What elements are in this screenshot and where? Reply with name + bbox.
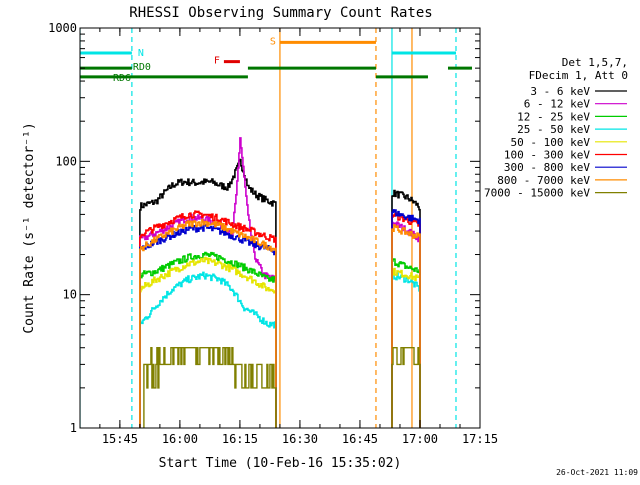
legend-label: 50 - 100 keV: [511, 136, 591, 149]
legend-header-line-1: Det 1,5,7,: [562, 56, 628, 69]
legend-label: 100 - 300 keV: [504, 149, 590, 162]
y-tick-label: 100: [55, 154, 77, 168]
flag-label-f: F: [214, 56, 220, 67]
legend-label: 25 - 50 keV: [517, 123, 590, 136]
legend-label: 3 - 6 keV: [530, 85, 590, 98]
x-tick-label: 17:15: [462, 432, 498, 446]
series-line-100-300-keV-seg-0: [139, 210, 277, 428]
series-line-100-300-keV-seg-1: [391, 212, 421, 428]
legend-label: 12 - 25 keV: [517, 110, 590, 123]
series-line-25-50-keV-seg-1: [391, 271, 421, 428]
legend-label: 6 - 12 keV: [524, 98, 591, 111]
series-line-6-12-keV-seg-1: [391, 221, 421, 428]
series-line-800-7000-keV-seg-0: [139, 219, 277, 428]
series-line-3-6-keV-seg-0: [139, 158, 277, 428]
flag-label-rd6: RD6: [113, 73, 131, 84]
timestamp: 26-Oct-2021 11:09: [556, 468, 638, 477]
series-line-50-100-keV-seg-1: [391, 267, 421, 428]
y-tick-label: 1000: [48, 21, 77, 35]
x-tick-label: 16:15: [222, 432, 258, 446]
y-axis-label: Count Rate (s⁻¹ detector⁻¹): [22, 122, 37, 333]
y-tick-label: 1: [70, 421, 77, 435]
legend-label: 7000 - 15000 keV: [484, 187, 590, 200]
series-line-7000-15000-keV-seg-1: [391, 347, 421, 428]
series-line-300-800-keV-seg-0: [139, 223, 277, 428]
legend-label: 300 - 800 keV: [504, 161, 590, 174]
flag-label-rd0: RD0: [133, 62, 151, 73]
x-tick-label: 16:00: [162, 432, 198, 446]
series-line-25-50-keV-seg-0: [139, 271, 277, 428]
flag-label-s: S: [270, 36, 276, 47]
legend-header-line-2: FDecim 1, Att 0: [529, 69, 628, 82]
series-line-3-6-keV-seg-1: [391, 189, 421, 428]
series-line-12-25-keV-seg-1: [391, 258, 421, 428]
x-tick-label: 15:45: [102, 432, 138, 446]
series-line-12-25-keV-seg-0: [139, 251, 277, 428]
legend-label: 800 - 7000 keV: [497, 174, 590, 187]
y-tick-label: 10: [63, 288, 77, 302]
x-tick-label: 16:30: [282, 432, 318, 446]
x-axis-label: Start Time (10-Feb-16 15:35:02): [159, 456, 402, 471]
series-line-800-7000-keV-seg-1: [391, 224, 421, 428]
series-line-50-100-keV-seg-0: [139, 256, 277, 428]
chart-title: RHESSI Observing Summary Count Rates: [129, 5, 432, 21]
x-tick-label: 16:45: [342, 432, 378, 446]
flag-label-n: N: [138, 48, 144, 59]
series-line-7000-15000-keV-seg-0: [143, 347, 277, 428]
x-tick-label: 17:00: [402, 432, 438, 446]
series-line-300-800-keV-seg-1: [391, 209, 421, 428]
